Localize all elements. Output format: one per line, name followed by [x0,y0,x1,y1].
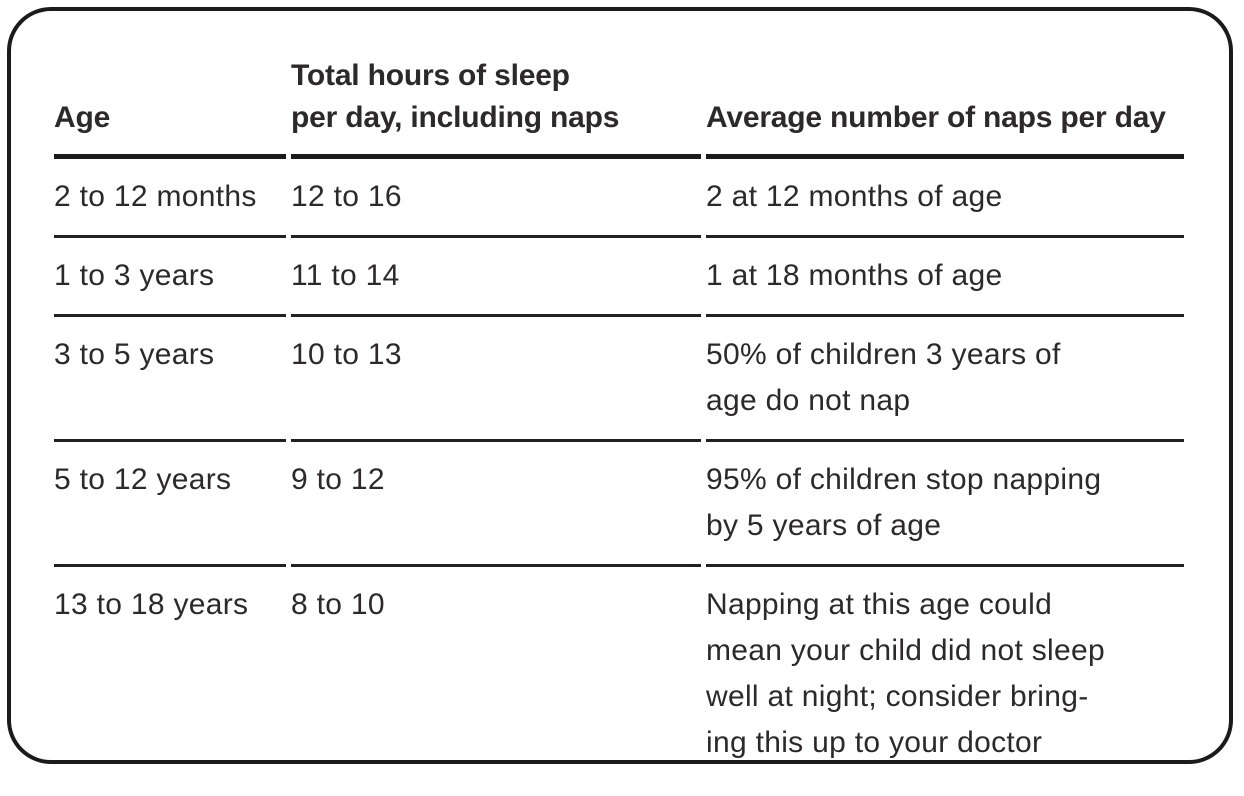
naps-cell: 2 at 12 months of age [706,159,1184,238]
column-header-total-hours: Total hours of sleep per day, including … [291,45,701,159]
hours-cell: 12 to 16 [291,159,701,238]
naps-cell: 95% of children stop napping by 5 years … [706,442,1184,567]
age-cell: 13 to 18 years [54,588,249,621]
table-row: 2 to 12 months 12 to 16 2 at 12 months o… [54,159,1184,238]
rounded-table-card: Age Total hours of sleep per day, includ… [7,7,1233,764]
age-cell: 2 to 12 months [54,159,286,238]
column-header-age: Age [54,45,286,159]
hours-cell: 8 to 10 [291,588,385,621]
table-row: 1 to 3 years 11 to 14 1 at 18 months of … [54,238,1184,317]
sleep-recommendations-table: Age Total hours of sleep per day, includ… [49,45,1189,796]
hours-cell: 9 to 12 [291,442,701,567]
hours-cell: 10 to 13 [291,317,701,442]
naps-cell: 1 at 18 months of age [706,238,1184,317]
hours-cell: 11 to 14 [291,238,701,317]
table-row: 3 to 5 years 10 to 13 50% of children 3 … [54,317,1184,442]
naps-cell: 50% of children 3 years of age do not na… [706,317,1184,442]
age-cell: 3 to 5 years [54,317,286,442]
age-cell: 1 to 3 years [54,238,286,317]
naps-cell: Napping at this age could mean your chil… [706,588,1105,759]
table-row: 5 to 12 years 9 to 12 95% of children st… [54,442,1184,567]
age-cell: 5 to 12 years [54,442,286,567]
column-header-average-naps: Average number of naps per day [706,45,1184,159]
header-row: Age Total hours of sleep per day, includ… [54,45,1184,159]
table-row: 13 to 18 years 8 to 10 Napping at this a… [54,567,1184,796]
